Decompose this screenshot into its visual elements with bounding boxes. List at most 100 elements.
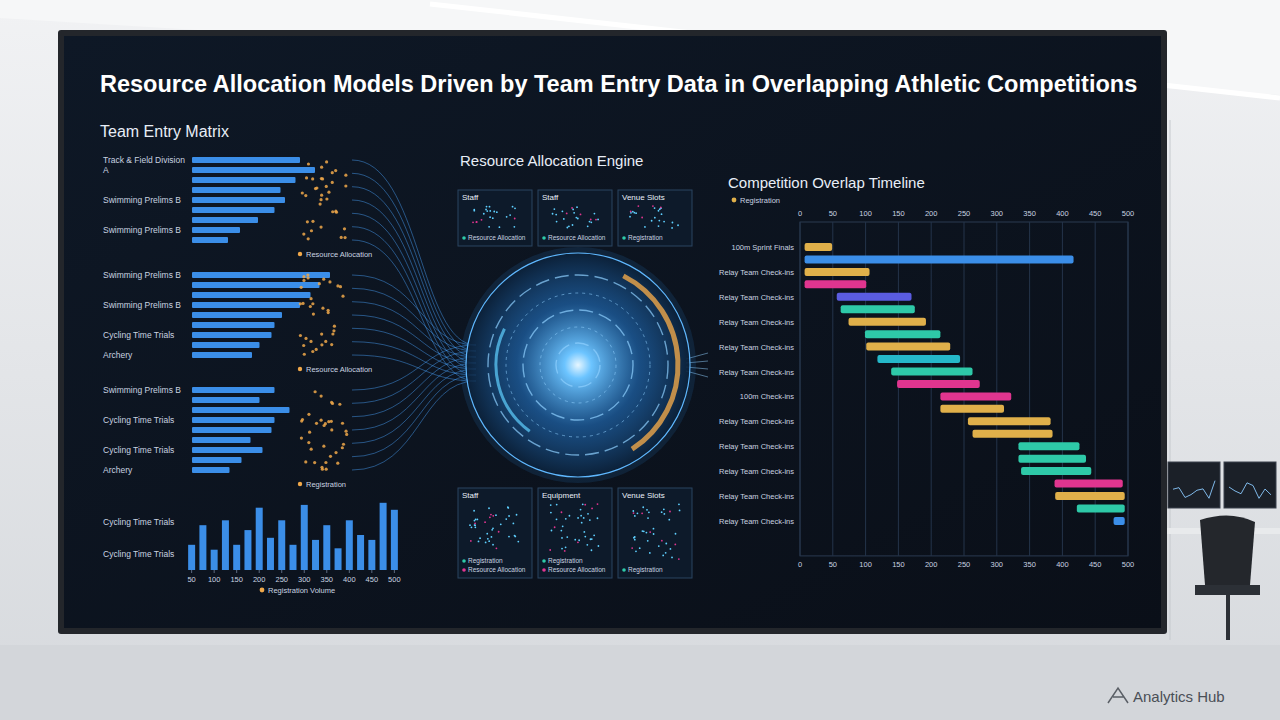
bar — [256, 508, 263, 570]
timeline-bar — [865, 330, 940, 338]
deco-dot — [598, 545, 600, 547]
bar — [192, 457, 242, 463]
deco-dot — [319, 202, 322, 205]
engine-panel — [618, 488, 692, 578]
deco-dot — [556, 221, 558, 223]
flow-line — [352, 173, 476, 351]
deco-dot — [331, 181, 334, 184]
category-label: Relay Team Check-ins — [719, 467, 794, 476]
deco-dot — [647, 517, 649, 519]
legend-label: Registration Volume — [268, 586, 335, 595]
legend-dot — [732, 198, 737, 203]
deco-dot — [587, 225, 589, 227]
bar — [346, 520, 353, 570]
screen — [64, 36, 1161, 628]
deco-dot — [334, 169, 337, 172]
deco-dot — [571, 207, 573, 209]
engine-panel-title: Staff — [462, 491, 479, 500]
deco-dot — [575, 217, 577, 219]
deco-dot — [507, 506, 509, 508]
category-label: Relay Team Check-ins — [719, 318, 794, 327]
tick-label: 150 — [892, 209, 905, 218]
category-label: Relay Team Check-ins — [719, 293, 794, 302]
engine-item: Resource Allocation — [548, 566, 606, 573]
deco-dot — [321, 177, 324, 180]
deco-dot — [564, 550, 566, 552]
deco-dot — [499, 226, 501, 228]
deco-dot — [475, 221, 477, 223]
deco-dot — [512, 206, 514, 208]
deco-dot — [591, 508, 593, 510]
deco-dot — [577, 517, 579, 519]
deco-dot — [514, 536, 516, 538]
timeline-bar — [1018, 442, 1079, 450]
deco-dot — [663, 221, 665, 223]
deco-dot — [654, 217, 656, 219]
bar — [278, 520, 285, 570]
deco-dot — [573, 212, 575, 214]
deco-dot — [472, 221, 474, 223]
deco-dot — [331, 332, 334, 335]
bar — [192, 322, 275, 328]
deco-dot — [492, 515, 494, 517]
tick-label: 150 — [892, 560, 905, 569]
row-label: Cycling Time Trials — [103, 517, 174, 527]
sphere-ring — [523, 310, 633, 420]
tick-label: 300 — [298, 575, 311, 584]
deco-dot — [319, 225, 322, 228]
deco-dot — [327, 420, 330, 423]
bar — [323, 525, 330, 570]
bar — [192, 387, 275, 393]
category-label: Swimming Prelims B — [103, 195, 181, 205]
deco-dot — [311, 350, 314, 353]
deco-dot — [473, 510, 475, 512]
deco-dot — [485, 209, 487, 211]
deco-dot — [677, 224, 679, 226]
deco-dot — [343, 236, 346, 239]
item-dot — [622, 236, 626, 240]
grid-line — [1128, 222, 1129, 556]
deco-dot — [476, 221, 478, 223]
tick-label: 350 — [321, 575, 334, 584]
deco-dot — [652, 205, 654, 207]
deco-dot — [341, 446, 344, 449]
deco-dot — [674, 543, 676, 545]
deco-dot — [572, 209, 574, 211]
category-label: Relay Team Check-ins — [719, 442, 794, 451]
grid-line — [898, 222, 899, 556]
deco-dot — [485, 541, 487, 543]
bar — [192, 342, 260, 348]
timeline-bar — [805, 280, 867, 288]
bar — [192, 397, 260, 403]
timeline-bar — [1055, 492, 1125, 500]
monitor — [1224, 462, 1276, 508]
tick-label: 50 — [829, 209, 837, 218]
deco-dot — [630, 210, 632, 212]
volume-bars — [188, 503, 398, 570]
sphere-ring — [506, 293, 650, 437]
timeline-bar — [940, 405, 1004, 413]
engine-item: Registration — [548, 557, 583, 565]
deco-dot — [658, 210, 660, 212]
deco-dot — [486, 210, 488, 212]
deco-dot — [589, 221, 591, 223]
deco-dot — [325, 468, 328, 471]
category-label: Cycling Time Trials — [103, 445, 174, 455]
deco-dot — [323, 424, 326, 427]
deco-dot — [476, 519, 478, 521]
deco-dot — [315, 422, 318, 425]
tick-label: 450 — [1089, 209, 1102, 218]
deco-dot — [651, 220, 653, 222]
bar — [192, 167, 315, 173]
tick — [259, 570, 260, 573]
deco-dot — [307, 441, 310, 444]
deco-dot — [561, 210, 563, 212]
deco-dot — [582, 503, 584, 505]
panel-title: Resource Allocation Engine — [460, 152, 643, 169]
deco-dot — [307, 413, 310, 416]
deco-dot — [581, 522, 583, 524]
deco-dot — [338, 403, 341, 406]
deco-dot — [577, 541, 579, 543]
deco-dot — [550, 504, 552, 506]
category-label: Swimming Prelims B — [103, 225, 181, 235]
